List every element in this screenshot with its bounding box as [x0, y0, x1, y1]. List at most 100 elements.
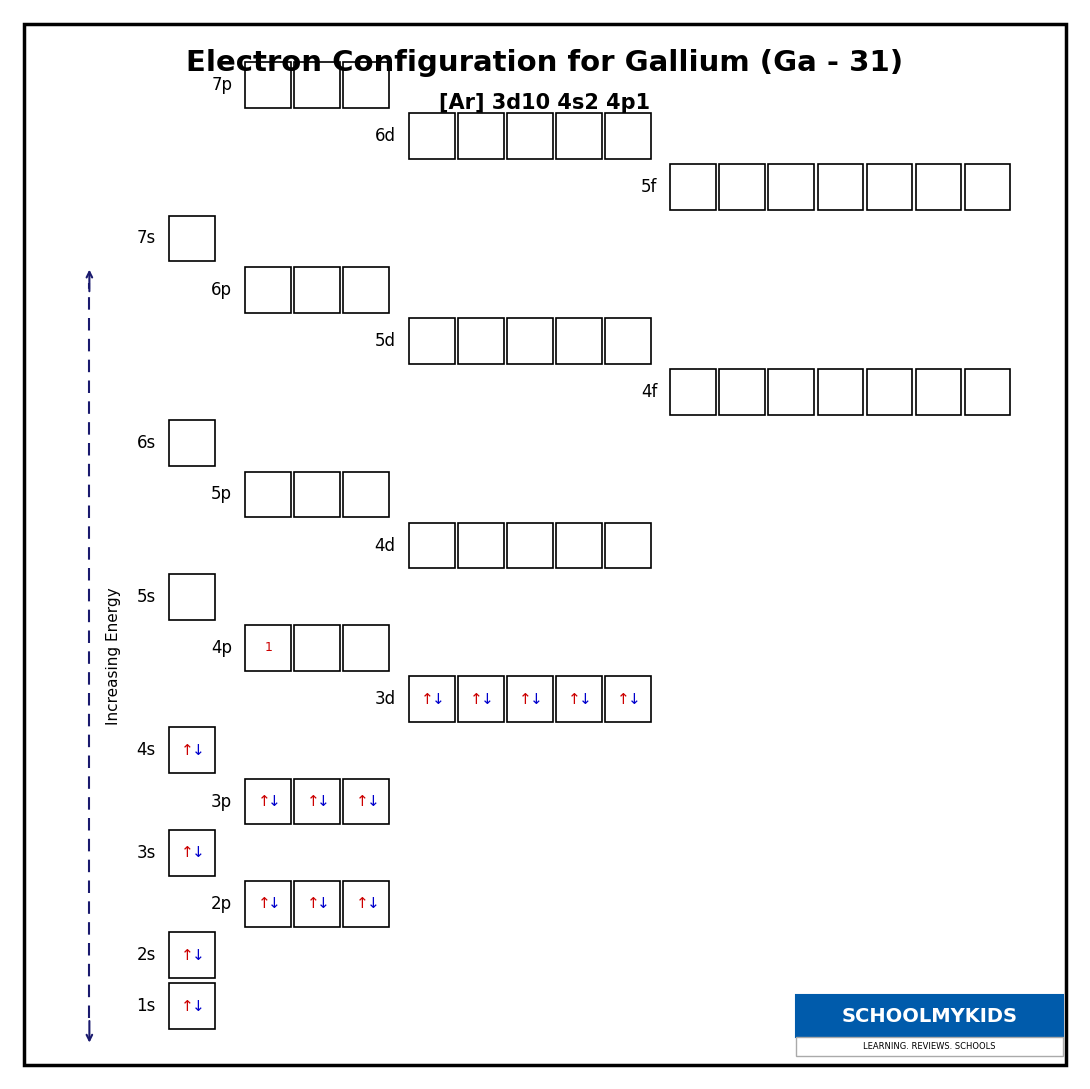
- Bar: [169, 574, 215, 620]
- Text: ↓: ↓: [268, 794, 281, 809]
- Bar: [556, 318, 602, 364]
- Text: 6p: 6p: [211, 281, 232, 298]
- Text: 4d: 4d: [375, 537, 396, 554]
- Text: ↓: ↓: [579, 692, 592, 707]
- Bar: [867, 369, 912, 415]
- Bar: [719, 164, 765, 210]
- Bar: [245, 881, 291, 927]
- Bar: [768, 369, 814, 415]
- Text: ↑: ↑: [568, 692, 581, 707]
- Text: 1: 1: [264, 641, 272, 654]
- Bar: [343, 472, 389, 517]
- Bar: [343, 62, 389, 108]
- Bar: [556, 113, 602, 159]
- Bar: [670, 369, 716, 415]
- Text: ↑: ↑: [181, 999, 194, 1014]
- Bar: [768, 164, 814, 210]
- Text: ↓: ↓: [268, 896, 281, 911]
- Bar: [818, 369, 863, 415]
- Text: 5s: 5s: [136, 588, 156, 605]
- Text: 4p: 4p: [211, 639, 232, 657]
- Bar: [409, 523, 455, 568]
- Bar: [409, 318, 455, 364]
- Bar: [245, 267, 291, 313]
- Bar: [169, 727, 215, 773]
- Text: 4s: 4s: [136, 742, 156, 759]
- Text: ↓: ↓: [192, 845, 205, 860]
- Bar: [294, 779, 340, 824]
- Bar: [507, 318, 553, 364]
- Text: ↓: ↓: [481, 692, 494, 707]
- Bar: [169, 830, 215, 876]
- Bar: [294, 472, 340, 517]
- Text: ↓: ↓: [432, 692, 445, 707]
- Bar: [343, 267, 389, 313]
- Text: 2s: 2s: [136, 946, 156, 964]
- Text: ↓: ↓: [366, 794, 379, 809]
- Bar: [343, 779, 389, 824]
- Bar: [556, 676, 602, 722]
- Text: SCHOOLMYKIDS: SCHOOLMYKIDS: [841, 1006, 1017, 1026]
- Bar: [458, 523, 504, 568]
- Bar: [169, 216, 215, 261]
- Text: ↑: ↑: [617, 692, 630, 707]
- Bar: [605, 676, 651, 722]
- Text: ↓: ↓: [317, 896, 330, 911]
- Text: 3s: 3s: [136, 844, 156, 861]
- Text: 6s: 6s: [136, 435, 156, 452]
- Text: 5d: 5d: [375, 332, 396, 350]
- Bar: [965, 369, 1010, 415]
- Text: Increasing Energy: Increasing Energy: [106, 587, 121, 725]
- Bar: [343, 625, 389, 671]
- Bar: [245, 625, 291, 671]
- Bar: [169, 983, 215, 1029]
- Text: 5p: 5p: [211, 486, 232, 503]
- Bar: [458, 318, 504, 364]
- Bar: [796, 1037, 1063, 1056]
- Bar: [965, 164, 1010, 210]
- Bar: [169, 932, 215, 978]
- Text: 1s: 1s: [136, 998, 156, 1015]
- Bar: [294, 625, 340, 671]
- Text: ↓: ↓: [192, 743, 205, 758]
- Bar: [556, 523, 602, 568]
- Text: ↑: ↑: [181, 743, 194, 758]
- Bar: [605, 113, 651, 159]
- Bar: [916, 164, 961, 210]
- Bar: [245, 472, 291, 517]
- Bar: [507, 113, 553, 159]
- Text: ↓: ↓: [530, 692, 543, 707]
- Bar: [670, 164, 716, 210]
- Bar: [916, 369, 961, 415]
- Text: ↑: ↑: [519, 692, 532, 707]
- Text: ↑: ↑: [306, 896, 319, 911]
- Text: ↓: ↓: [366, 896, 379, 911]
- Bar: [458, 676, 504, 722]
- Text: 7s: 7s: [136, 230, 156, 247]
- Text: Electron Configuration for Gallium (Ga - 31): Electron Configuration for Gallium (Ga -…: [186, 49, 904, 77]
- Bar: [507, 676, 553, 722]
- Bar: [409, 113, 455, 159]
- Text: 4f: 4f: [641, 383, 657, 401]
- Bar: [867, 164, 912, 210]
- Text: 7p: 7p: [211, 76, 232, 94]
- Text: ↑: ↑: [257, 794, 270, 809]
- Bar: [245, 62, 291, 108]
- Text: 3d: 3d: [375, 690, 396, 708]
- Text: 5f: 5f: [641, 179, 657, 196]
- Text: 6d: 6d: [375, 127, 396, 145]
- Bar: [409, 676, 455, 722]
- Bar: [294, 62, 340, 108]
- Text: 2p: 2p: [211, 895, 232, 913]
- Bar: [458, 113, 504, 159]
- Bar: [605, 523, 651, 568]
- Bar: [605, 318, 651, 364]
- Text: ↑: ↑: [181, 947, 194, 963]
- Text: ↓: ↓: [192, 999, 205, 1014]
- Bar: [294, 267, 340, 313]
- Bar: [507, 523, 553, 568]
- Text: ↓: ↓: [628, 692, 641, 707]
- Bar: [719, 369, 765, 415]
- Text: ↑: ↑: [421, 692, 434, 707]
- Text: ↑: ↑: [470, 692, 483, 707]
